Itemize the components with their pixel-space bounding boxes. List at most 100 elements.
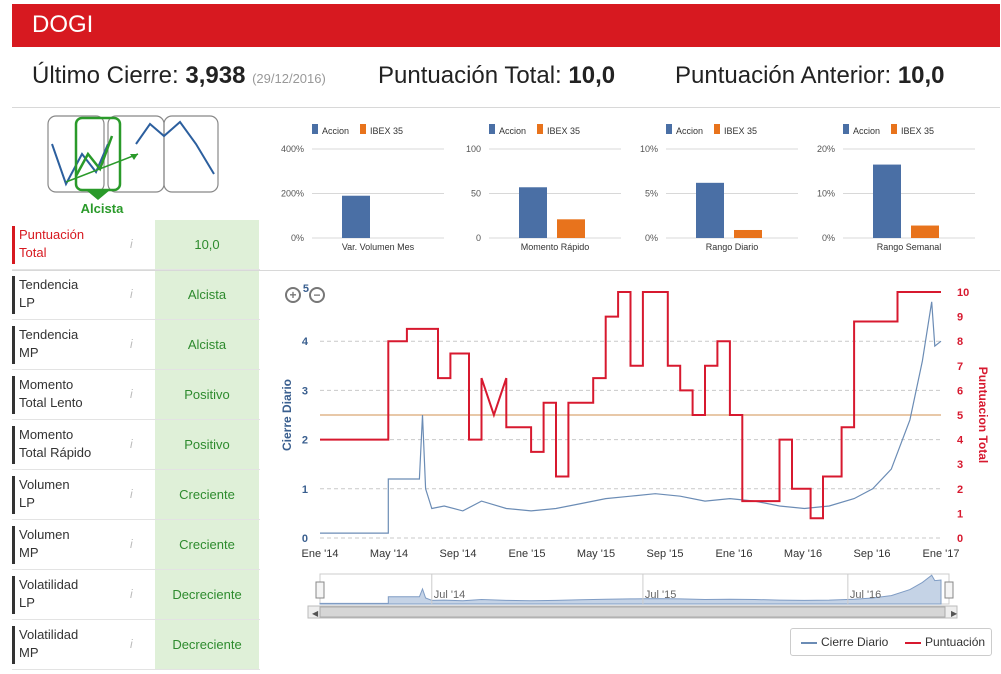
legend-label-ibex: IBEX 35	[724, 126, 757, 136]
navigator-handle-left	[315, 581, 325, 599]
metric-label-line2: Total	[19, 245, 47, 260]
right-y-tick: 10	[957, 287, 969, 299]
x-tick-label: Ene '16	[716, 548, 753, 560]
info-icon[interactable]: i	[130, 337, 133, 351]
navigator-area	[319, 574, 942, 605]
series-puntuacion	[320, 291, 941, 520]
bar-accion	[519, 187, 547, 238]
metric-label: Puntuación Total	[12, 226, 138, 264]
bar-accion	[873, 164, 901, 238]
metric-label-line1: Tendencia	[19, 277, 79, 292]
left-y-tick: 5	[303, 283, 309, 295]
last-close-date: (29/12/2016)	[252, 71, 326, 86]
right-y-tick: 4	[957, 435, 964, 447]
info-icon[interactable]: i	[130, 437, 133, 451]
metric-label-line1: Volumen	[19, 477, 70, 492]
section-divider	[12, 270, 1000, 271]
metric-label: Volumen MP	[12, 526, 138, 564]
right-y-tick: 1	[957, 508, 963, 520]
metric-label-line2: Total Rápido	[19, 445, 92, 460]
left-y-tick: 1	[302, 484, 308, 496]
metric-label-line2: LP	[19, 495, 35, 510]
bar-chart-rango-diario: Accion IBEX 35 10% 5% 0% Rango Diario	[630, 120, 808, 260]
info-icon[interactable]: i	[130, 587, 133, 601]
right-y-tick: 7	[957, 361, 963, 373]
metric-label-line2: MP	[19, 345, 39, 360]
left-axis-title: Cierre Diario	[280, 379, 294, 451]
x-tick-label: Ene '14	[302, 548, 339, 560]
x-tick-label: Sep '14	[440, 548, 477, 560]
info-icon[interactable]: i	[130, 487, 133, 501]
info-icon[interactable]: i	[130, 387, 133, 401]
right-y-tick: 2	[957, 484, 963, 496]
legend-label-accion: Accion	[676, 126, 703, 136]
last-close-value: 3,938	[185, 62, 246, 89]
navigator-handle-right	[944, 581, 954, 599]
legend-label-accion: Accion	[853, 126, 880, 136]
bar-accion	[342, 195, 370, 238]
legend-swatch-puntuacion	[905, 642, 921, 644]
right-y-tick: 9	[957, 312, 963, 324]
last-close-label: Último Cierre:	[32, 62, 179, 89]
zoom-out-icon[interactable]: −	[309, 287, 325, 303]
legend-item-cierre[interactable]: Cierre Diario	[821, 635, 889, 649]
y-tick-label: 0%	[822, 233, 835, 243]
series-cierre-diario	[320, 301, 942, 534]
metric-label: Volumen LP	[12, 476, 138, 514]
info-icon[interactable]: i	[130, 537, 133, 551]
bar-ibex	[557, 219, 585, 238]
metric-label: Tendencia LP	[12, 276, 138, 314]
left-y-tick: 4	[302, 336, 309, 348]
navigator-label: Jul '14	[434, 589, 465, 601]
metric-value: Positivo	[155, 370, 259, 419]
bar-chart-var-volumen: Accion IBEX 35 400% 200% 0% Var. Volumen Mes	[276, 120, 454, 260]
legend-swatch-accion	[312, 124, 318, 134]
metric-value: Alcista	[155, 320, 259, 369]
y-tick-label: 10%	[817, 189, 835, 199]
scroll-right-icon: ▶	[951, 609, 958, 618]
metric-value: Positivo	[155, 420, 259, 469]
metric-label-line1: Volumen	[19, 527, 70, 542]
metric-value: Alcista	[155, 270, 259, 319]
chart-legend: Cierre Diario Puntuación	[790, 628, 992, 656]
right-y-tick: 6	[957, 385, 963, 397]
metric-label-line2: MP	[19, 545, 39, 560]
bar-ibex	[911, 225, 939, 238]
legend-swatch-ibex	[714, 124, 720, 134]
y-tick-label: 0%	[645, 233, 658, 243]
total-score-label: Puntuación Total:	[378, 62, 562, 89]
x-category-label: Rango Diario	[706, 242, 759, 252]
x-tick-label: May '15	[577, 548, 615, 560]
legend-swatch-accion	[489, 124, 495, 134]
metric-label: Volatilidad LP	[12, 576, 138, 614]
legend-item-puntuacion[interactable]: Puntuación	[925, 635, 986, 649]
info-icon[interactable]: i	[130, 237, 133, 251]
legend-swatch-accion	[666, 124, 672, 134]
metric-label-line1: Momento	[19, 377, 74, 392]
metric-value: Creciente	[155, 470, 259, 519]
bar-ibex	[734, 229, 762, 238]
x-tick-label: Ene '17	[923, 548, 960, 560]
navigator-label: Jul '15	[645, 589, 676, 601]
legend-label-ibex: IBEX 35	[370, 126, 403, 136]
metric-label: Tendencia MP	[12, 326, 138, 364]
legend-swatch-ibex	[360, 124, 366, 134]
left-y-tick: 2	[302, 435, 308, 447]
x-tick-label: May '16	[784, 548, 822, 560]
info-icon[interactable]: i	[130, 287, 133, 301]
summary-bar: Último Cierre: 3,938 (29/12/2016) Puntua…	[12, 48, 1000, 108]
y-tick-label: 50	[471, 189, 481, 199]
metric-label-line1: Puntuación	[19, 227, 85, 242]
right-y-tick: 5	[957, 410, 963, 422]
metric-label-line2: Total Lento	[19, 395, 83, 410]
main-line-chart: + − 4 3 2 1 0 5 10 9 8 7 6 5 4 3 2 1 0 Cierre Diario Puntu…	[276, 278, 1000, 660]
zoom-in-icon[interactable]: +	[285, 287, 301, 303]
previous-score-value: 10,0	[897, 62, 945, 89]
scrollbar-thumb	[319, 606, 946, 618]
metric-value: Decreciente	[155, 570, 259, 619]
navigator-label: Jul '16	[850, 589, 881, 601]
info-icon[interactable]: i	[130, 637, 133, 651]
x-tick-label: Sep '16	[854, 548, 891, 560]
metric-label: Volatilidad MP	[12, 626, 138, 664]
bar-chart-momento-rapido: Accion IBEX 35 100 50 0 Momento Rápido	[453, 120, 631, 260]
